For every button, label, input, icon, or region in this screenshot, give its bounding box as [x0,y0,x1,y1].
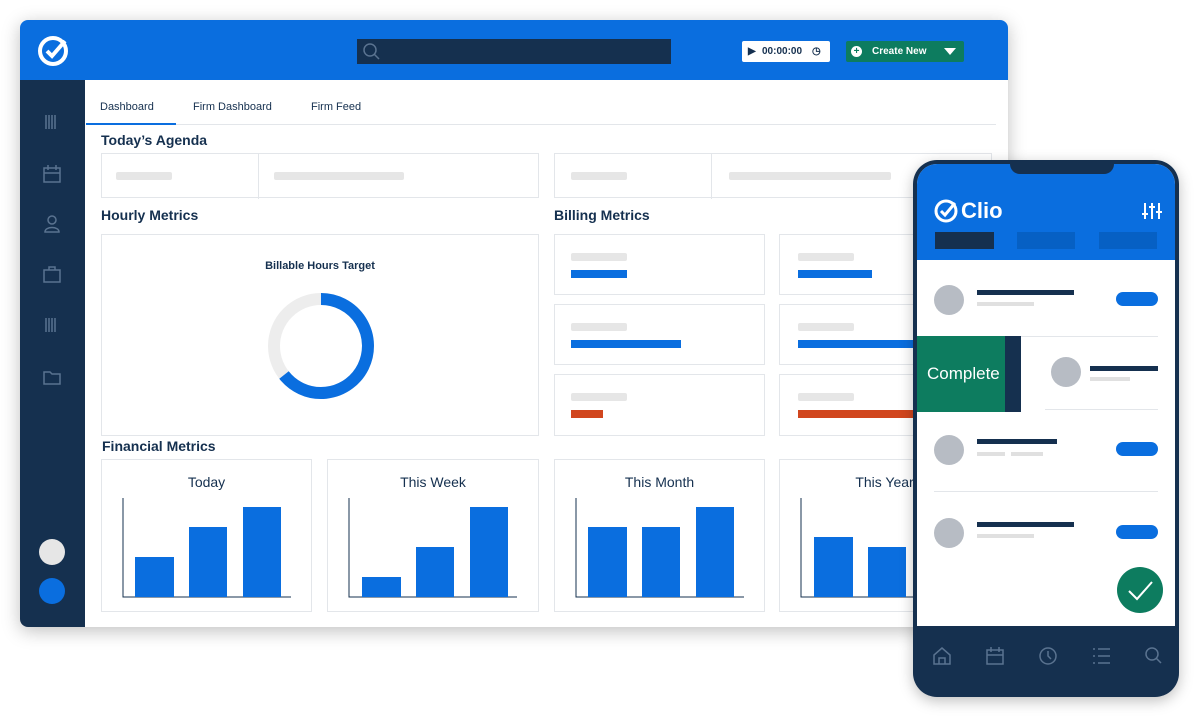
swipe-edge [1005,336,1021,412]
phone-tab[interactable] [1017,232,1075,249]
placeholder [798,393,854,401]
avatar [934,435,964,465]
clio-logo [934,199,958,223]
section-title: Hourly Metrics [101,207,199,223]
search-icon [363,43,380,60]
text-line [977,522,1074,527]
billing-card [554,234,765,295]
mini-bar-chart [575,498,744,598]
dropdown-arrow [944,48,956,55]
placeholder [116,172,172,180]
billing-bar [798,410,938,418]
notch [1010,164,1114,174]
status-pill [1116,292,1158,306]
donut [268,293,374,399]
active-tab-underline [86,123,176,125]
placeholder [571,253,627,261]
card-title: This Week [400,474,466,490]
brand: Clio [961,198,1003,223]
divider [934,336,1158,337]
plus-icon: + [851,46,862,57]
divider [1045,409,1158,410]
billing-bar [571,410,603,418]
tab-divider [176,124,996,125]
placeholder [798,323,854,331]
text-line [977,290,1074,295]
create-new-button[interactable]: + Create New [846,41,964,62]
hourly-card: Billable Hours Target [101,234,539,436]
placeholder [798,253,854,261]
timer-text: 00:00:00 [762,46,803,57]
billing-bar [571,340,681,348]
text-line [977,302,1034,306]
agenda-card [101,153,539,199]
section-title: Today’s Agenda [101,132,208,148]
placeholder [729,172,891,180]
financial-card: This Week [327,459,539,612]
text-line [1090,366,1158,371]
divider [258,154,259,199]
clock-icon: ◷ [812,46,821,57]
billing-bar [571,270,627,278]
play-icon: ▶ [748,46,756,57]
billing-card [554,304,765,365]
text-line [1090,377,1130,381]
tab[interactable]: Firm Feed [311,101,362,113]
tab[interactable]: Firm Dashboard [193,101,272,113]
text-line [1011,452,1043,456]
phone: Clio Complete [913,160,1179,697]
phone-header: Clio [917,164,1175,260]
sidebar-icons [39,115,65,604]
financial-card: Today [101,459,312,612]
section-title: Billing Metrics [554,207,650,223]
placeholder [274,172,404,180]
financial-card: This Month [554,459,765,612]
placeholder [571,393,627,401]
phone-tab[interactable] [1099,232,1157,249]
avatar [934,285,964,315]
phone-bottom-nav [933,647,1162,665]
billing-bar [798,340,948,348]
text-line [977,452,1005,456]
billing-bar [798,270,872,278]
timer[interactable]: ▶ 00:00:00 ◷ [742,41,830,62]
divider [934,491,1158,492]
desktop-window: ▶ 00:00:00 ◷ + Create New Dashboard Firm… [20,20,1008,627]
complete-label: Complete [927,364,1000,383]
filter-icon[interactable] [1141,202,1163,220]
card-title: Today [187,474,226,490]
avatar [934,518,964,548]
placeholder [571,172,627,180]
tab[interactable]: Dashboard [100,101,154,113]
status-pill [1116,442,1158,456]
logo [38,36,68,66]
avatar [1051,357,1081,387]
check-button[interactable] [1116,566,1164,614]
mini-bar-chart [348,498,517,598]
sidebar [20,80,85,627]
card-title: This Month [624,474,695,490]
placeholder [571,323,627,331]
mini-bar-chart [122,498,291,598]
top-bar: ▶ 00:00:00 ◷ + Create New [20,20,1008,80]
card-title: This Year [855,474,914,490]
create-new-label: Create New [872,46,927,57]
text-line [977,439,1057,444]
divider [711,154,712,199]
billing-card [554,374,765,436]
complete-action[interactable]: Complete [917,336,1021,412]
section-title: Financial Metrics [102,438,216,454]
phone-tab[interactable] [935,232,994,249]
text-line [977,534,1034,538]
search-bar[interactable] [357,39,671,64]
status-pill [1116,525,1158,539]
phone-screen: Clio Complete [917,164,1175,626]
card-title: Billable Hours Target [265,260,375,272]
